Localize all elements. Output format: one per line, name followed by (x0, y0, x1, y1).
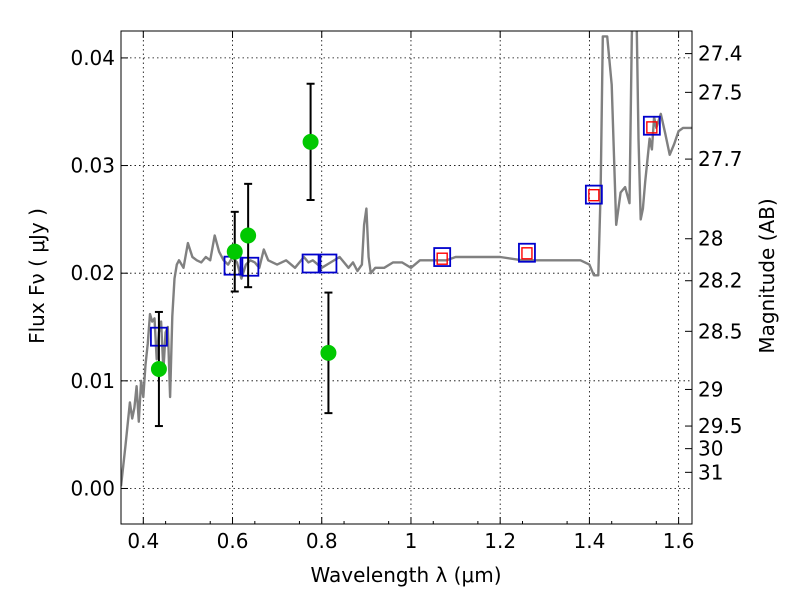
axis-ticks: 0.4 0.6 0.8 1 1.2 1.4 1.6 0.00 0.01 0.02 0.03 0.04 2… (70, 31, 743, 553)
y2-axis-label: Magnitude (AB) (755, 198, 779, 353)
grid-lines (121, 31, 692, 524)
y2-tick-label: 28 (698, 227, 723, 251)
photometry-markers (150, 82, 661, 428)
model-photometry-square (319, 253, 338, 274)
y2-tick-label: 27.7 (698, 147, 743, 171)
x-tick-label: 0.6 (217, 529, 249, 553)
x-tick-label: 0.4 (127, 529, 159, 553)
model-photometry-square (642, 115, 661, 136)
observed-point (320, 344, 337, 361)
y-tick-label: 0.03 (70, 154, 115, 178)
x-axis-label: Wavelength λ (μm) (310, 563, 501, 587)
y2-tick-label: 27.4 (698, 42, 743, 66)
y2-tick-label: 31 (698, 460, 723, 484)
observed-point (302, 133, 319, 150)
x-tick-label: 1.6 (663, 529, 695, 553)
model-photometry-square (433, 247, 452, 267)
inner-photometry-square (646, 121, 658, 134)
observed-point (226, 243, 243, 260)
y-tick-label: 0.02 (70, 261, 115, 285)
y-tick-label: 0.00 (70, 476, 115, 500)
x-tick-label: 1.2 (484, 529, 516, 553)
plot-frame (120, 30, 693, 525)
y-tick-label: 0.04 (70, 46, 115, 70)
observed-point (150, 360, 167, 377)
observed-point (240, 227, 257, 244)
model-photometry-square (518, 242, 536, 263)
model-photometry-square (584, 184, 603, 205)
y2-tick-label: 29 (698, 377, 723, 401)
y2-tick-label: 28.2 (698, 269, 743, 293)
inner-photometry-square (436, 252, 448, 265)
inner-photometry-square (588, 188, 600, 202)
y-tick-label: 0.01 (70, 369, 115, 393)
x-tick-label: 0.8 (306, 529, 338, 553)
y-axis-label: Flux Fν ( μJy ) (25, 208, 49, 344)
model-photometry-square (241, 256, 260, 277)
model-sed-curve (121, 31, 692, 487)
y2-tick-label: 29.5 (698, 414, 743, 438)
y2-tick-label: 27.5 (698, 80, 743, 104)
x-tick-label: 1.4 (573, 529, 605, 553)
model-photometry-square (301, 253, 320, 274)
inner-photometry-square (521, 247, 533, 260)
model-curve-layer (121, 31, 692, 487)
y2-tick-label: 28.5 (698, 319, 743, 343)
x-tick-label: 1 (405, 529, 418, 553)
y2-tick-label: 30 (698, 437, 723, 461)
